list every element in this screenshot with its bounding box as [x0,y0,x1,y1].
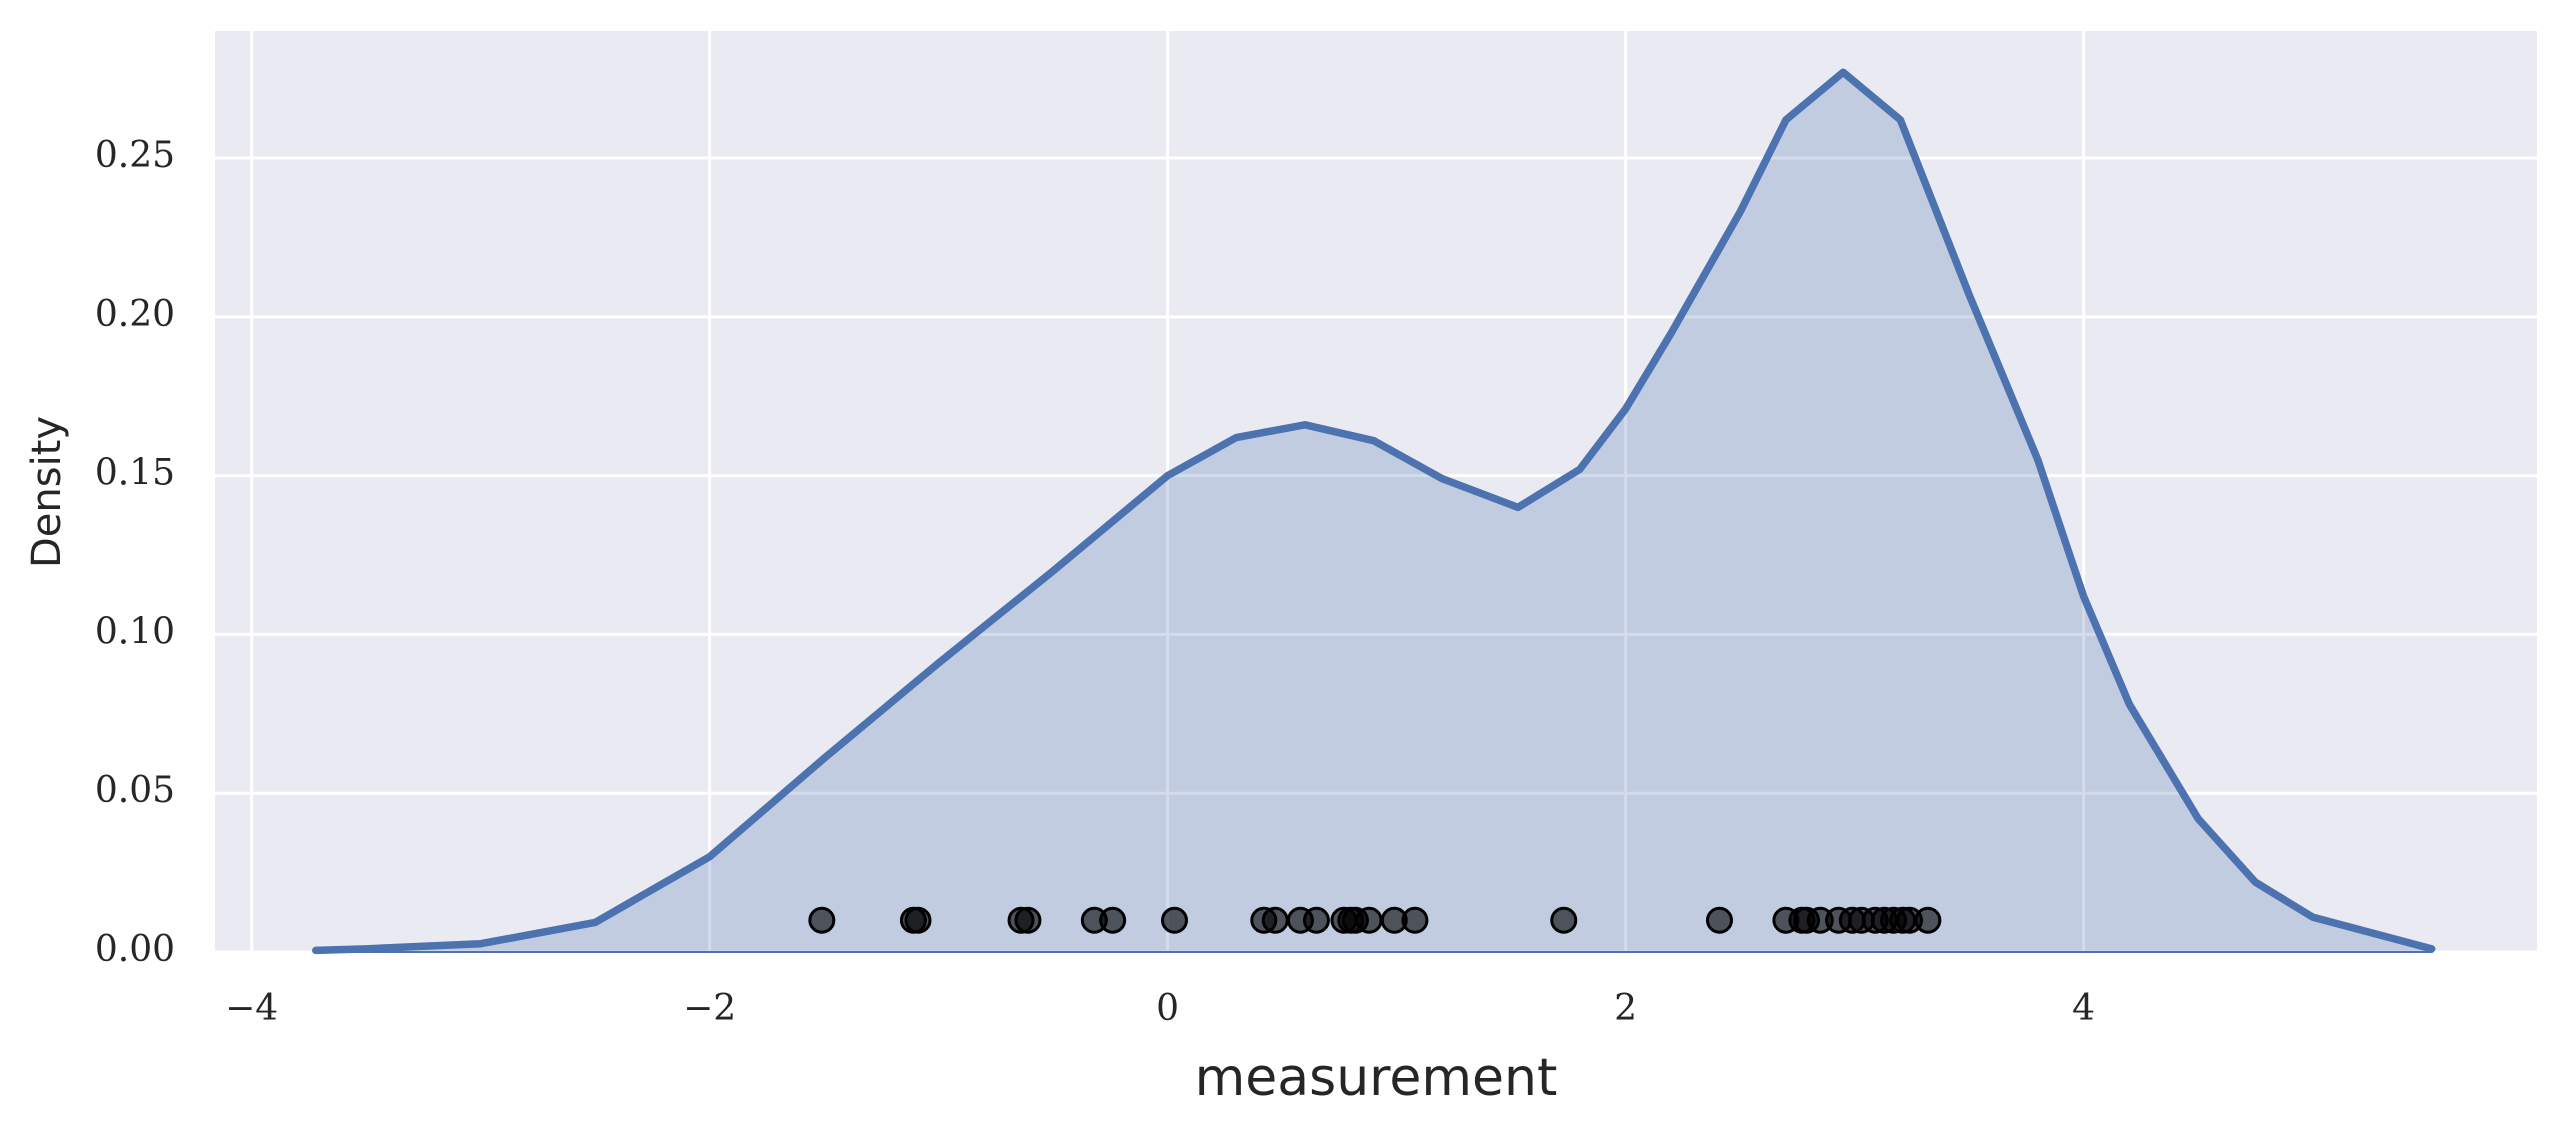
data-point [1014,906,1042,934]
x-tick-label: 2 [1614,988,1637,1029]
y-tick-label: 0.05 [95,770,175,811]
y-tick-label: 0.25 [95,135,175,176]
data-point [1302,906,1330,934]
x-tick-label: 0 [1156,988,1179,1029]
y-tick-label: 0.10 [95,611,175,652]
y-axis-label: Density [24,416,70,568]
y-tick-label: 0.15 [95,453,175,494]
x-axis-label: measurement [1195,1048,1558,1108]
data-point [1705,906,1733,934]
data-point [1261,906,1289,934]
y-tick-label: 0.00 [95,929,175,970]
data-point [904,906,932,934]
data-point [1550,906,1578,934]
x-tick-label: −2 [683,988,736,1029]
data-point [808,906,836,934]
y-tick-label: 0.20 [95,294,175,335]
x-tick-label: 4 [2072,988,2095,1029]
data-point [1160,906,1188,934]
data-point [1914,906,1942,934]
data-point [1401,906,1429,934]
kde-line [312,68,2436,955]
data-point [1099,906,1127,934]
x-tick-label: −4 [225,988,278,1029]
data-point [1355,906,1383,934]
plot-area [215,31,2537,952]
